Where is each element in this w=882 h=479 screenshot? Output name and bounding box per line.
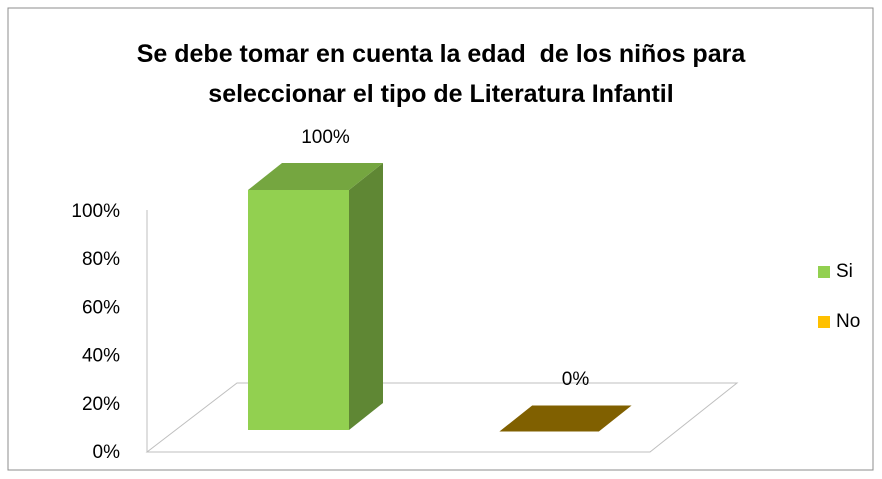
y-tick-label: 100% bbox=[71, 201, 120, 222]
legend-swatch bbox=[818, 316, 830, 328]
value-label: 100% bbox=[301, 127, 350, 148]
chart-title: Se debe tomar en cuenta la edad de los n… bbox=[136, 40, 753, 108]
y-tick-label: 0% bbox=[93, 442, 121, 463]
value-label: 0% bbox=[562, 369, 590, 390]
y-tick-label: 60% bbox=[82, 297, 120, 318]
bar-top bbox=[496, 404, 635, 433]
y-tick-label: 80% bbox=[82, 249, 120, 270]
floor bbox=[145, 382, 739, 453]
bar-side bbox=[349, 163, 383, 430]
bar-front bbox=[248, 190, 349, 430]
legend-label: Si bbox=[836, 261, 853, 282]
bar-top bbox=[248, 163, 383, 190]
y-tick-label: 20% bbox=[82, 394, 120, 415]
legend-swatch bbox=[818, 266, 830, 278]
legend-label: No bbox=[836, 311, 860, 332]
y-tick-label: 40% bbox=[82, 346, 120, 367]
